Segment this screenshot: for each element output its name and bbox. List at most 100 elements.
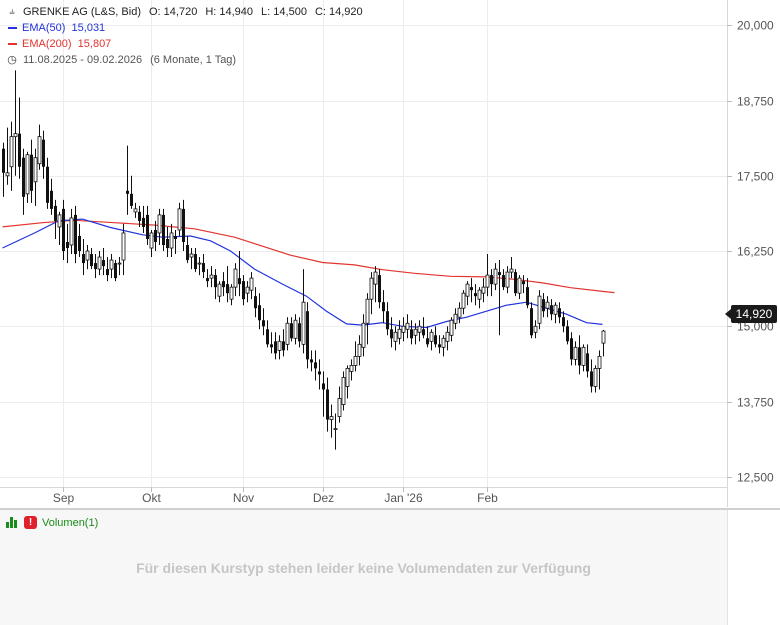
candle-body-down xyxy=(222,281,225,288)
candle xyxy=(197,257,202,276)
candle-body-up xyxy=(445,331,450,342)
candle xyxy=(262,308,265,336)
candle xyxy=(217,281,222,303)
candle-body-up xyxy=(413,328,418,336)
candle-body-down xyxy=(434,335,437,345)
candle-body-up xyxy=(197,262,202,265)
close-label: C: xyxy=(314,6,326,18)
candle xyxy=(522,275,525,294)
volume-legend[interactable]: ! Volumen(1) xyxy=(6,516,98,529)
y-tick-label: 17,500 xyxy=(737,170,774,184)
candle-body-up xyxy=(349,365,354,372)
candle-body-up xyxy=(149,232,154,249)
candle xyxy=(493,263,498,291)
candle-body-up xyxy=(217,283,222,297)
open-label: O: xyxy=(148,6,161,18)
candle-body-up xyxy=(97,256,102,270)
ema50-label: EMA(50) xyxy=(22,22,66,34)
candle-body-up xyxy=(401,325,406,333)
date-range-detail: (6 Monate, 1 Tag) xyxy=(150,54,237,66)
ema200-legend[interactable]: EMA(200) 15,807 xyxy=(6,37,111,51)
candle xyxy=(18,97,21,179)
ema50-value: 15,031 xyxy=(71,22,106,34)
candle xyxy=(393,326,398,351)
candle-body-down xyxy=(314,362,317,369)
ema200-line-layer xyxy=(2,219,615,294)
candle-body-down xyxy=(322,383,325,390)
candle-body-down xyxy=(590,371,593,387)
candle xyxy=(345,365,350,399)
candle xyxy=(429,329,434,351)
candle-body-up xyxy=(245,286,250,294)
ema50-line xyxy=(2,218,603,329)
candle-body-up xyxy=(121,232,126,261)
candle xyxy=(310,350,313,372)
candle-body-down xyxy=(382,302,385,312)
candle xyxy=(465,281,470,306)
candle xyxy=(401,317,406,342)
candle xyxy=(258,293,261,330)
candle-body-up xyxy=(461,292,466,309)
ema50-legend[interactable]: EMA(50) 15,031 xyxy=(6,21,105,35)
candle-body-up xyxy=(417,325,422,333)
candle-body-up xyxy=(345,368,350,387)
ema200-value: 15,807 xyxy=(77,38,112,50)
candle xyxy=(601,329,606,357)
candle-body-up xyxy=(333,428,338,431)
candle xyxy=(593,365,598,393)
candle-body-down xyxy=(426,338,429,345)
y-tick-label: 16,250 xyxy=(737,245,774,259)
chart-grid xyxy=(0,0,728,507)
volume-panel xyxy=(0,510,727,625)
candle xyxy=(573,341,578,366)
warning-icon[interactable]: ! xyxy=(24,516,37,529)
candle-body-up xyxy=(485,274,490,288)
candle xyxy=(481,278,486,303)
candle-body-down xyxy=(262,320,265,327)
high-label: H: xyxy=(205,6,217,18)
candle xyxy=(57,211,62,246)
candle xyxy=(206,269,209,288)
candle-body-down xyxy=(522,281,525,285)
candle xyxy=(453,308,458,330)
candle-body-down xyxy=(94,263,97,270)
candle xyxy=(470,278,473,303)
candle xyxy=(166,226,169,258)
candle-body-down xyxy=(22,157,25,197)
candle-body-down xyxy=(566,326,569,342)
candle xyxy=(314,350,317,381)
candle-body-up xyxy=(13,133,18,138)
candle-body-down xyxy=(422,329,425,336)
candle-body-down xyxy=(66,241,69,249)
candle-body-down xyxy=(526,287,529,306)
candle-body-up xyxy=(157,214,162,234)
candle-body-up xyxy=(453,313,458,324)
candle xyxy=(25,151,30,203)
candle xyxy=(502,269,505,291)
candle-body-up xyxy=(33,157,38,183)
candle-body-down xyxy=(194,254,197,270)
candle-body-down xyxy=(386,311,389,330)
candle-body-down xyxy=(318,371,321,375)
candle xyxy=(490,269,493,297)
candle-body-down xyxy=(106,269,109,276)
no-volume-message: Für diesen Kurstyp stehen leider keine V… xyxy=(136,560,591,576)
candle-body-down xyxy=(542,299,545,312)
candle-body-down xyxy=(54,205,57,221)
candle xyxy=(245,281,250,303)
candle xyxy=(174,229,177,255)
candle xyxy=(277,335,282,360)
candle xyxy=(50,178,53,215)
candle-body-down xyxy=(154,229,157,242)
candle xyxy=(2,142,5,197)
candle-body-up xyxy=(133,208,138,213)
candle xyxy=(13,70,18,176)
candle xyxy=(114,260,117,282)
candle-body-down xyxy=(238,278,241,285)
x-tick-label: Okt xyxy=(142,491,161,505)
candle-body-up xyxy=(365,298,370,324)
candle-body-down xyxy=(130,193,133,206)
candle xyxy=(597,350,602,390)
candle-body-up xyxy=(573,346,578,360)
candle-body-up xyxy=(117,262,122,265)
